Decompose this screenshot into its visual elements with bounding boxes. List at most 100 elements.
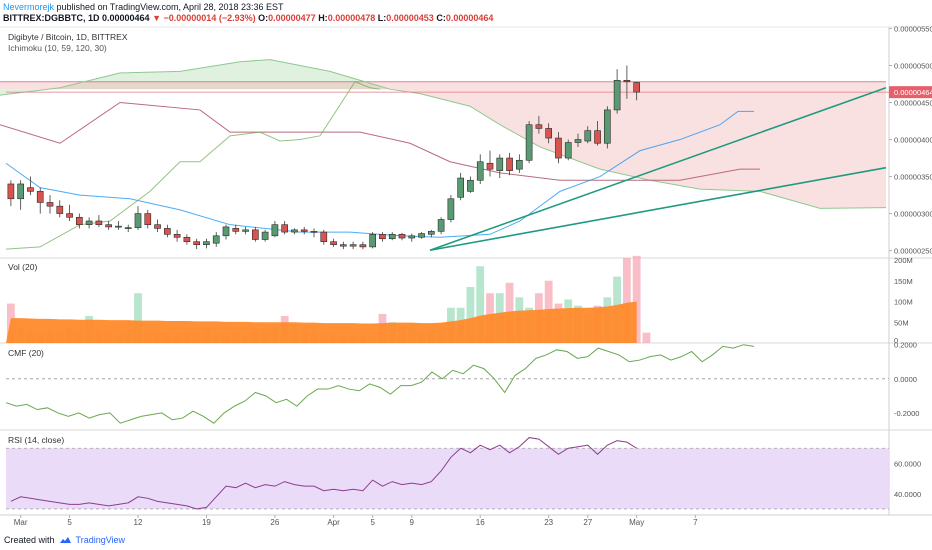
candle bbox=[564, 139, 572, 161]
candle-body-down bbox=[320, 231, 328, 243]
candle bbox=[154, 219, 161, 233]
volume-bar bbox=[476, 266, 485, 343]
price-value: 0.00000464 bbox=[102, 13, 150, 23]
candle bbox=[369, 232, 376, 249]
candle bbox=[574, 133, 582, 147]
candle bbox=[310, 228, 318, 238]
time-tick-label: 16 bbox=[476, 518, 485, 527]
candle-body-up bbox=[349, 244, 357, 247]
volume-pane-title: Vol (20) bbox=[8, 262, 37, 272]
rsi-tick-label: 60.0000 bbox=[894, 459, 921, 468]
candle-body-down bbox=[144, 213, 152, 225]
candle-body-up bbox=[437, 219, 445, 232]
candle bbox=[486, 150, 494, 177]
chart-layers: 0.00000550 0.00000500 0.00000450 0.00000400… bbox=[0, 24, 932, 527]
candle bbox=[388, 232, 396, 241]
candle-body-down bbox=[105, 224, 112, 228]
time-tick-label: 7 bbox=[693, 518, 698, 527]
candle bbox=[17, 180, 24, 210]
candle-body-down bbox=[398, 234, 406, 239]
rsi-band bbox=[6, 448, 889, 509]
candle bbox=[193, 238, 200, 250]
candle bbox=[545, 123, 552, 144]
volume-tick-label: 200M bbox=[894, 256, 913, 265]
candle bbox=[418, 232, 425, 239]
time-tick-label: 5 bbox=[370, 518, 375, 527]
symbol-label: BITTREX:DGBBTC, 1D bbox=[3, 13, 100, 23]
price-tick-label: 0.00000250 bbox=[894, 247, 932, 256]
change-value: ▼ −0.00000014 (−2.93%) bbox=[152, 13, 256, 23]
tradingview-brand[interactable]: TradingView bbox=[75, 535, 126, 545]
tradingview-logo-icon bbox=[59, 537, 71, 543]
candle-body-down bbox=[594, 130, 601, 144]
candle-body-up bbox=[291, 229, 298, 233]
candle bbox=[7, 180, 15, 207]
high-value: 0.00000478 bbox=[327, 13, 376, 23]
trendline-steep bbox=[429, 86, 887, 251]
candle-body-up bbox=[574, 139, 582, 143]
time-tick-label: May bbox=[629, 518, 644, 527]
price-tick-label: 0.00000400 bbox=[894, 136, 932, 145]
time-tick-label: 27 bbox=[583, 518, 592, 527]
candle bbox=[623, 65, 631, 99]
time-tick-label: 19 bbox=[202, 518, 211, 527]
candle-body-down bbox=[7, 183, 15, 200]
time-tick-label: 9 bbox=[410, 518, 415, 527]
price-pane-title: Digibyte / Bitcoin, 1D, BITTREX bbox=[8, 32, 128, 42]
candle bbox=[164, 224, 171, 238]
candle bbox=[291, 228, 298, 235]
candle-body-down bbox=[164, 228, 171, 235]
candle-body-up bbox=[242, 229, 249, 232]
candle bbox=[633, 81, 640, 101]
candle-body-down bbox=[281, 224, 288, 233]
low-value: 0.00000453 bbox=[386, 13, 434, 23]
candle-body-down bbox=[340, 244, 347, 247]
candle-body-up bbox=[613, 80, 621, 111]
candle-body-down bbox=[633, 82, 640, 93]
candle-body-up bbox=[604, 109, 611, 144]
candle-body-up bbox=[369, 234, 376, 248]
candle bbox=[85, 217, 93, 229]
candle-body-up bbox=[467, 179, 474, 192]
ichimoku-label: Ichimoku (10, 59, 120, 30) bbox=[8, 43, 107, 53]
volume-tick-label: 0 bbox=[894, 336, 898, 345]
candle bbox=[281, 220, 288, 235]
candle bbox=[124, 224, 132, 233]
candle-body-down bbox=[330, 241, 337, 245]
publish-line: Nevermorejk published on TradingView.com… bbox=[3, 2, 493, 13]
candle-body-down bbox=[56, 205, 64, 214]
candle bbox=[379, 232, 386, 242]
candle-body-down bbox=[300, 229, 308, 232]
time-tick-label: 26 bbox=[270, 518, 279, 527]
last-price-tag-label: 0.00000464 bbox=[894, 88, 932, 97]
candle-body-up bbox=[17, 183, 24, 200]
volume-bar bbox=[466, 286, 475, 343]
candle bbox=[408, 233, 416, 242]
candle bbox=[261, 229, 269, 242]
candle bbox=[46, 195, 54, 214]
author-link[interactable]: Nevermorejk bbox=[3, 2, 55, 12]
candle bbox=[555, 132, 562, 164]
candle bbox=[203, 238, 210, 249]
price-tick-label: 0.00000500 bbox=[894, 62, 932, 71]
candle bbox=[36, 187, 44, 214]
candle-body-up bbox=[85, 220, 93, 225]
rsi-tick-label: 40.0000 bbox=[894, 490, 921, 499]
candle-body-down bbox=[173, 234, 181, 238]
candle-body-down bbox=[379, 234, 386, 240]
candle bbox=[604, 106, 611, 149]
candle bbox=[457, 172, 464, 201]
candle-body-up bbox=[525, 124, 533, 161]
candle-body-up bbox=[115, 225, 122, 228]
conversion-line bbox=[5, 110, 754, 238]
candle-body-down bbox=[486, 162, 494, 170]
candle-body-up bbox=[388, 234, 396, 240]
candle bbox=[271, 220, 279, 238]
time-tick-label: 12 bbox=[134, 518, 143, 527]
candle-body-up bbox=[271, 224, 279, 237]
candle-body-up bbox=[584, 130, 592, 142]
cloud-span-b-line bbox=[0, 59, 887, 209]
lagging-span bbox=[5, 81, 381, 250]
candle bbox=[535, 115, 543, 134]
